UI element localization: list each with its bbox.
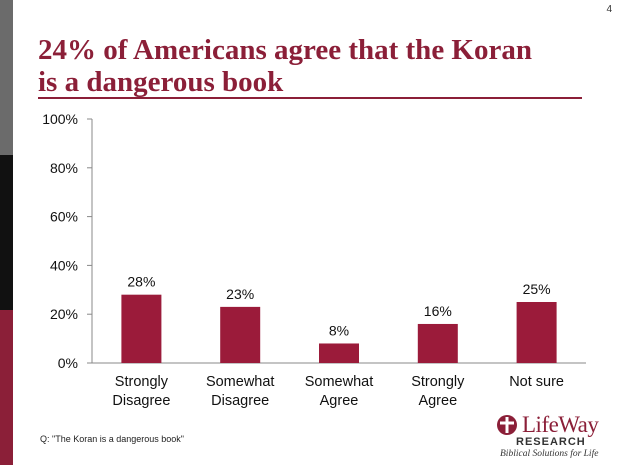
- x-category-label: Strongly: [411, 374, 465, 390]
- y-tick-label: 40%: [50, 257, 78, 273]
- bar-data-label: 23%: [226, 286, 254, 302]
- slide-title-line-2: is a dangerous book: [38, 66, 284, 98]
- bar: [417, 323, 458, 363]
- x-category-label: Disagree: [211, 393, 269, 409]
- bar-data-label: 28%: [127, 274, 155, 290]
- x-category-label: Not sure: [509, 374, 564, 390]
- x-category-label: Somewhat: [305, 374, 374, 390]
- bar-data-label: 25%: [523, 281, 551, 297]
- sidebar-stripe-top: [0, 0, 13, 155]
- bar: [516, 302, 557, 363]
- slide-title: 24% of Americans agree that the Koran is…: [38, 34, 598, 98]
- x-category-label: Somewhat: [206, 374, 275, 390]
- logo-tagline: Biblical Solutions for Life: [500, 449, 599, 459]
- sidebar-stripe-middle: [0, 155, 13, 310]
- sidebar-stripe-bottom: [0, 310, 13, 465]
- bar-data-label: 16%: [424, 303, 452, 319]
- y-tick-label: 100%: [42, 111, 78, 127]
- x-category-label: Agree: [320, 393, 359, 409]
- bar: [121, 294, 162, 363]
- page-number: 4: [606, 4, 612, 15]
- x-category-label: Agree: [418, 393, 457, 409]
- y-tick-label: 0%: [58, 355, 78, 371]
- bar: [220, 306, 261, 363]
- y-tick-label: 60%: [50, 209, 78, 225]
- logo-subtitle: RESEARCH: [516, 436, 586, 448]
- bar-data-label: 8%: [329, 322, 349, 338]
- y-tick-label: 80%: [50, 160, 78, 176]
- logo-name: LifeWay: [522, 412, 599, 437]
- sidebar-stripe: [0, 0, 13, 465]
- slide-title-line-1: 24% of Americans agree that the Koran: [38, 34, 532, 66]
- bar: [319, 343, 359, 363]
- cross-logo-icon: [497, 415, 517, 435]
- lifeway-logo: LifeWay RESEARCH Biblical Solutions for …: [496, 412, 614, 462]
- title-underline: [38, 97, 582, 99]
- y-tick-label: 20%: [50, 306, 78, 322]
- x-category-label: Strongly: [115, 374, 169, 390]
- x-category-label: Disagree: [112, 393, 170, 409]
- footnote: Q: "The Koran is a dangerous book": [40, 434, 184, 444]
